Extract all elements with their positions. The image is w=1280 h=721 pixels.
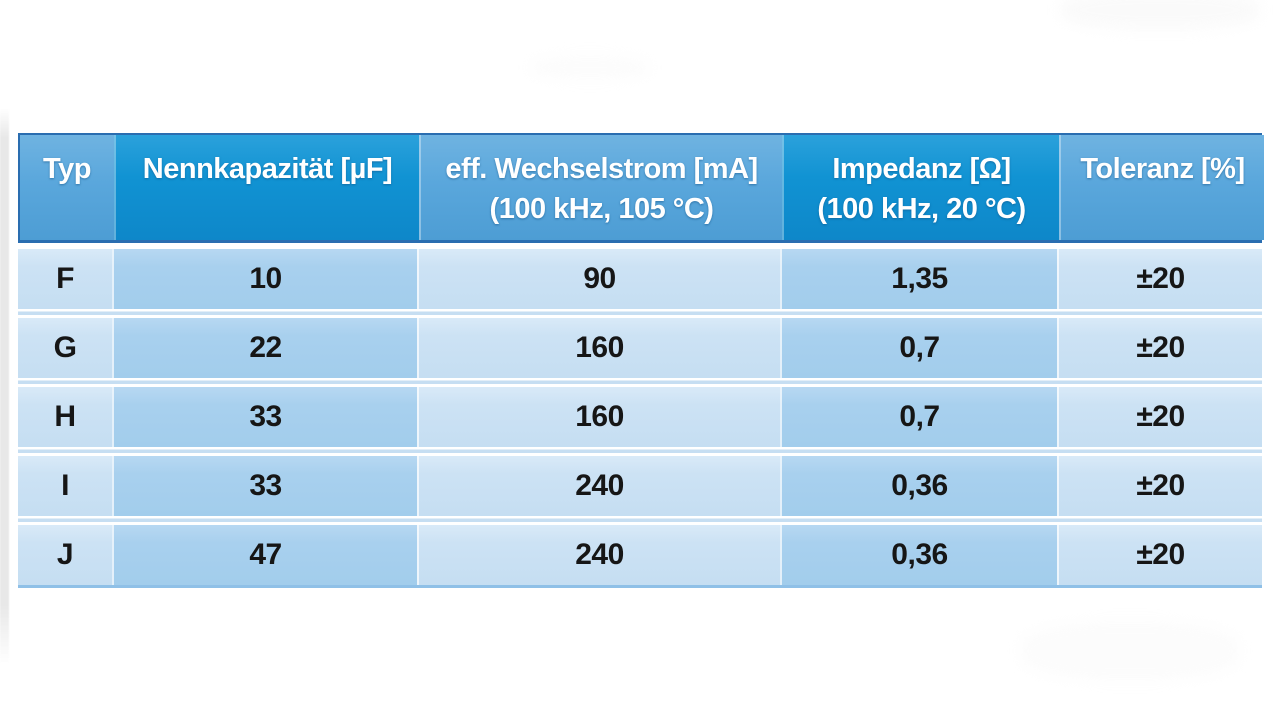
cell-nennkapazitaet: 10 <box>112 249 417 309</box>
header-cell-wechselstrom: eff. Wechselstrom [mA] (100 kHz, 105 °C) <box>419 135 782 240</box>
cell-nennkapazitaet: 47 <box>112 525 417 585</box>
table-row: I 33 240 0,36 ±20 <box>18 456 1262 516</box>
cell-typ: G <box>18 318 112 378</box>
cell-toleranz: ±20 <box>1057 387 1262 447</box>
cell-impedanz: 0,36 <box>780 456 1057 516</box>
cell-wechselstrom: 240 <box>417 456 780 516</box>
header-sublabel: (100 kHz, 20 °C) <box>817 193 1026 225</box>
cell-impedanz: 1,35 <box>780 249 1057 309</box>
scan-edge-artifact <box>0 108 9 664</box>
scan-light-patch <box>530 55 650 80</box>
table-bottom-border <box>18 585 1262 588</box>
header-label: Impedanz [Ω] <box>832 153 1011 185</box>
header-sublabel: (100 kHz, 105 °C) <box>489 193 714 225</box>
spec-table: Typ Nennkapazität [µF] eff. Wechselstrom… <box>18 133 1264 588</box>
cell-wechselstrom: 90 <box>417 249 780 309</box>
header-cell-typ: Typ <box>20 135 114 240</box>
table-row: J 47 240 0,36 ±20 <box>18 525 1262 585</box>
scan-light-patch <box>1020 621 1240 681</box>
cell-typ: J <box>18 525 112 585</box>
table-row: G 22 160 0,7 ±20 <box>18 318 1262 378</box>
header-cell-toleranz: Toleranz [%] <box>1059 135 1264 240</box>
cell-impedanz: 0,7 <box>780 387 1057 447</box>
cell-nennkapazitaet: 22 <box>112 318 417 378</box>
header-label: Toleranz [%] <box>1080 153 1245 185</box>
header-label: Nennkapazität [µF] <box>142 153 393 185</box>
cell-nennkapazitaet: 33 <box>112 387 417 447</box>
cell-toleranz: ±20 <box>1057 318 1262 378</box>
cell-typ: H <box>18 387 112 447</box>
cell-wechselstrom: 160 <box>417 318 780 378</box>
row-separator <box>18 378 1262 387</box>
cell-toleranz: ±20 <box>1057 456 1262 516</box>
row-separator <box>18 447 1262 456</box>
cell-toleranz: ±20 <box>1057 525 1262 585</box>
cell-typ: I <box>18 456 112 516</box>
cell-toleranz: ±20 <box>1057 249 1262 309</box>
table-row: F 10 90 1,35 ±20 <box>18 249 1262 309</box>
cell-impedanz: 0,7 <box>780 318 1057 378</box>
table-header-row: Typ Nennkapazität [µF] eff. Wechselstrom… <box>18 133 1264 243</box>
cell-impedanz: 0,36 <box>780 525 1057 585</box>
header-label: Typ <box>43 153 91 185</box>
cell-nennkapazitaet: 33 <box>112 456 417 516</box>
row-separator <box>18 516 1262 525</box>
header-cell-nennkapazitaet: Nennkapazität [µF] <box>114 135 419 240</box>
row-separator <box>18 309 1262 318</box>
scan-light-patch <box>1060 0 1260 30</box>
header-cell-impedanz: Impedanz [Ω] (100 kHz, 20 °C) <box>782 135 1059 240</box>
header-label: eff. Wechselstrom [mA] <box>445 153 758 185</box>
cell-typ: F <box>18 249 112 309</box>
cell-wechselstrom: 160 <box>417 387 780 447</box>
table-row: H 33 160 0,7 ±20 <box>18 387 1262 447</box>
cell-wechselstrom: 240 <box>417 525 780 585</box>
